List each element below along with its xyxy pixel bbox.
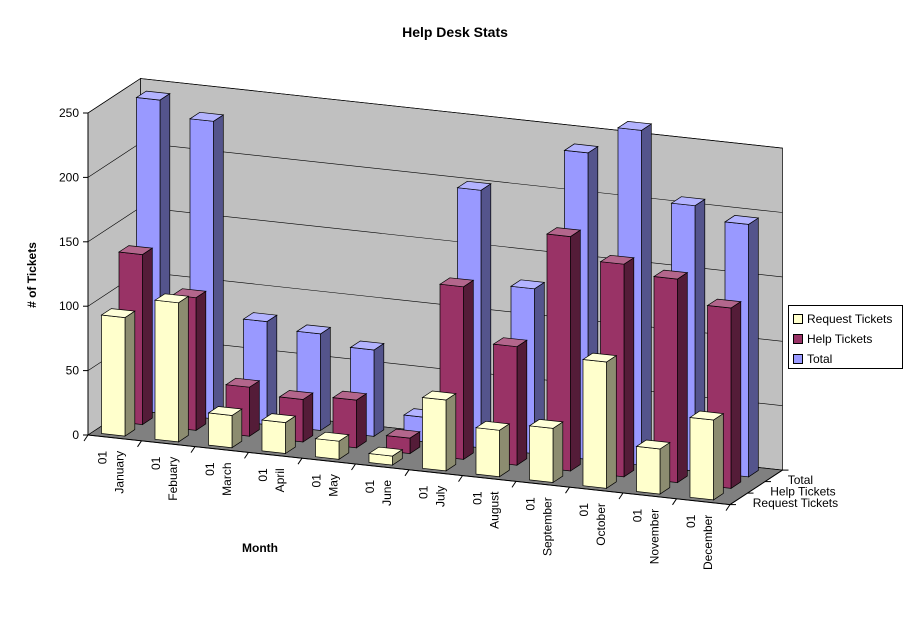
bar xyxy=(100,308,136,437)
bar xyxy=(385,428,421,455)
x-tick xyxy=(565,486,570,494)
y-tick-label: 100 xyxy=(59,299,79,313)
legend-label: Help Tickets xyxy=(807,332,873,346)
y-tick-label: 0 xyxy=(72,428,79,442)
x-tick-day-label: 01 xyxy=(149,456,163,470)
x-tick xyxy=(351,463,356,471)
bar xyxy=(474,420,511,478)
x-tick-day-label: 01 xyxy=(256,468,270,482)
x-tick xyxy=(458,475,463,482)
x-tick-day-label: 01 xyxy=(524,497,538,511)
chart-title: Help Desk Stats xyxy=(402,24,508,40)
x-tick xyxy=(725,504,731,511)
x-tick xyxy=(137,440,142,448)
x-tick xyxy=(297,457,303,465)
x-tick xyxy=(511,481,517,488)
bar xyxy=(652,269,689,484)
legend-label: Total xyxy=(807,352,833,366)
x-tick xyxy=(190,446,196,453)
x-tick-month-label: April xyxy=(273,468,287,492)
x-tick-day-label: 01 xyxy=(684,514,698,528)
x-tick xyxy=(244,452,249,459)
y-axis: 0 50 100 150 200 250 xyxy=(59,106,89,442)
bar xyxy=(314,431,350,460)
legend-item: Request Tickets xyxy=(793,309,898,329)
x-tick-month-label: July xyxy=(434,486,448,507)
x-tick xyxy=(672,498,677,506)
x-tick-month-label: Febuary xyxy=(166,457,180,501)
bar xyxy=(153,293,190,443)
bar xyxy=(635,439,671,495)
legend-item: Total xyxy=(793,349,898,369)
x-axis-title: Month xyxy=(242,541,278,555)
legend-swatch xyxy=(793,354,803,364)
x-tick-month-label: October xyxy=(594,503,608,546)
x-tick-day-label: 01 xyxy=(631,509,645,523)
x-tick xyxy=(618,492,624,500)
series-axis-label: Total xyxy=(788,473,813,487)
bar xyxy=(207,406,243,449)
y-tick-label: 150 xyxy=(59,235,79,249)
x-tick-month-label: May xyxy=(327,474,341,497)
bar xyxy=(224,377,261,437)
x-tick-month-label: August xyxy=(487,491,501,529)
x-tick-month-label: June xyxy=(380,480,394,506)
legend-item: Help Tickets xyxy=(793,329,898,349)
x-tick-day-label: 01 xyxy=(363,480,377,494)
bar xyxy=(688,410,725,501)
y-tick-label: 200 xyxy=(59,170,79,184)
gridline xyxy=(87,78,783,149)
x-tick-day-label: 01 xyxy=(417,485,431,499)
y-tick-label: 50 xyxy=(66,364,80,378)
series-axis-label: Request Tickets xyxy=(753,496,838,510)
x-tick-month-label: January xyxy=(113,451,127,494)
plot-area xyxy=(100,90,760,501)
bar xyxy=(349,340,385,437)
x-tick-month-label: March xyxy=(220,463,234,496)
x-tick-day-label: 01 xyxy=(470,491,484,505)
x-tick-month-label: November xyxy=(648,509,662,564)
x-tick-month-label: September xyxy=(541,497,555,556)
y-axis-title: # of Tickets xyxy=(25,242,39,308)
legend-swatch xyxy=(793,334,803,344)
bar xyxy=(581,352,618,489)
legend: Request Tickets Help Tickets Total xyxy=(788,305,903,369)
x-axis: 01 January 01 Febuary 01 March 01 April 01 May 01 J… xyxy=(83,434,731,570)
x-tick-day-label: 01 xyxy=(96,451,110,465)
series-axis-label: Help Tickets xyxy=(770,484,835,498)
x-tick-month-label: December xyxy=(701,515,715,570)
x-tick xyxy=(404,469,410,477)
legend-label: Request Tickets xyxy=(807,312,893,326)
bar xyxy=(421,390,457,472)
x-tick-day-label: 01 xyxy=(203,462,217,476)
bar xyxy=(260,413,297,455)
x-tick xyxy=(83,434,89,442)
legend-swatch xyxy=(793,314,803,324)
bar xyxy=(545,227,582,472)
bar xyxy=(367,446,404,466)
x-tick-day-label: 01 xyxy=(310,474,324,488)
y-tick-label: 250 xyxy=(59,106,79,120)
x-tick-day-label: 01 xyxy=(577,503,591,517)
bar xyxy=(528,419,564,484)
series-axis-line xyxy=(729,469,783,506)
